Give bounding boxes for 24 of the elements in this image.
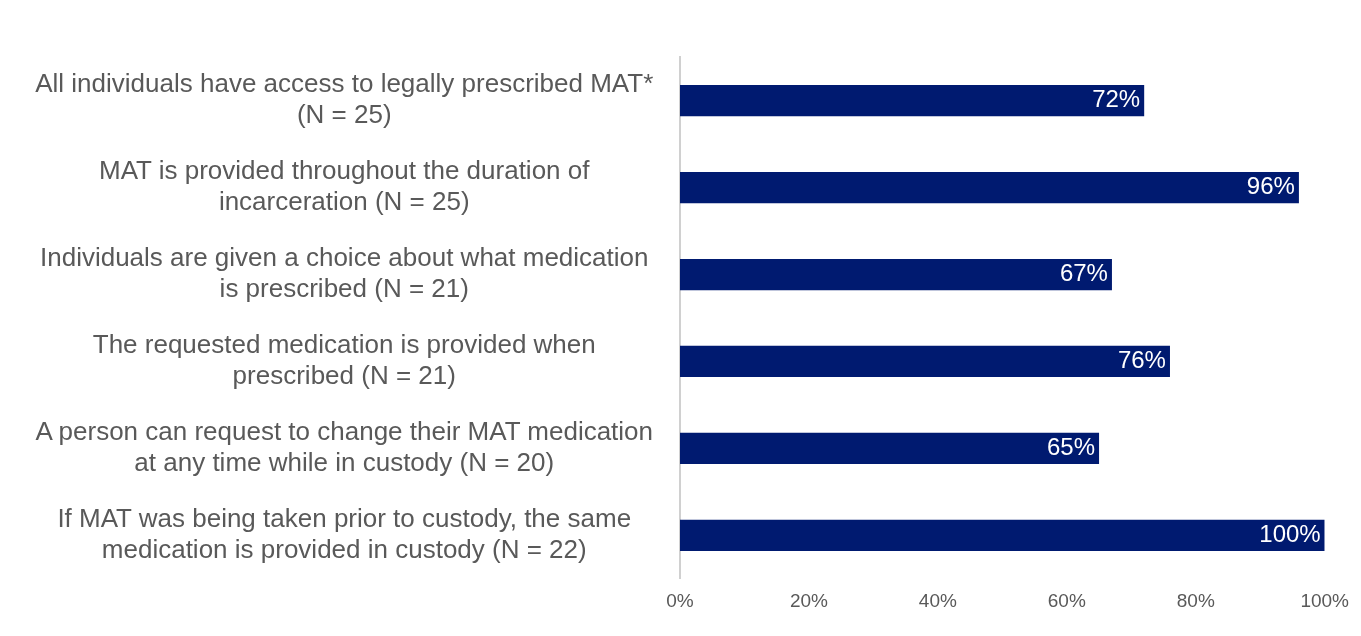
bar bbox=[680, 432, 1100, 465]
x-tick-label: 0% bbox=[666, 590, 694, 612]
bar bbox=[680, 519, 1325, 551]
x-tick-label: 20% bbox=[789, 590, 829, 612]
x-tick-label: 60% bbox=[1047, 590, 1086, 612]
data-label: 76% bbox=[1117, 346, 1166, 374]
x-tick-label: 80% bbox=[1176, 590, 1215, 612]
y-tick-label: A person can request to change their MAT medication at any time while in custody (N = 20) bbox=[35, 415, 654, 478]
data-label: 100% bbox=[1259, 519, 1321, 547]
data-label: 65% bbox=[1047, 433, 1096, 461]
x-tick-label: 100% bbox=[1300, 590, 1350, 612]
data-label: 96% bbox=[1246, 172, 1295, 200]
y-tick-label: All individuals have access to legally prescribed MAT* (N = 25) bbox=[35, 68, 654, 130]
data-label: 67% bbox=[1059, 259, 1108, 287]
bar bbox=[680, 345, 1170, 378]
y-tick-label: If MAT was being taken prior to custody, the same medication is provided in custody (N = 22) bbox=[57, 502, 632, 565]
y-tick-label: The requested medication is provided when prescribed (N = 21) bbox=[92, 329, 596, 391]
bar bbox=[680, 85, 1145, 117]
x-tick-label: 40% bbox=[918, 590, 957, 612]
y-tick-label: MAT is provided throughout the duration of incarceration (N = 25) bbox=[99, 155, 591, 217]
data-label: 72% bbox=[1092, 85, 1141, 113]
bar bbox=[680, 171, 1299, 204]
y-tick-label: Individuals are given a choice about what medication is prescribed (N = 21) bbox=[39, 242, 649, 304]
bar bbox=[680, 258, 1112, 291]
